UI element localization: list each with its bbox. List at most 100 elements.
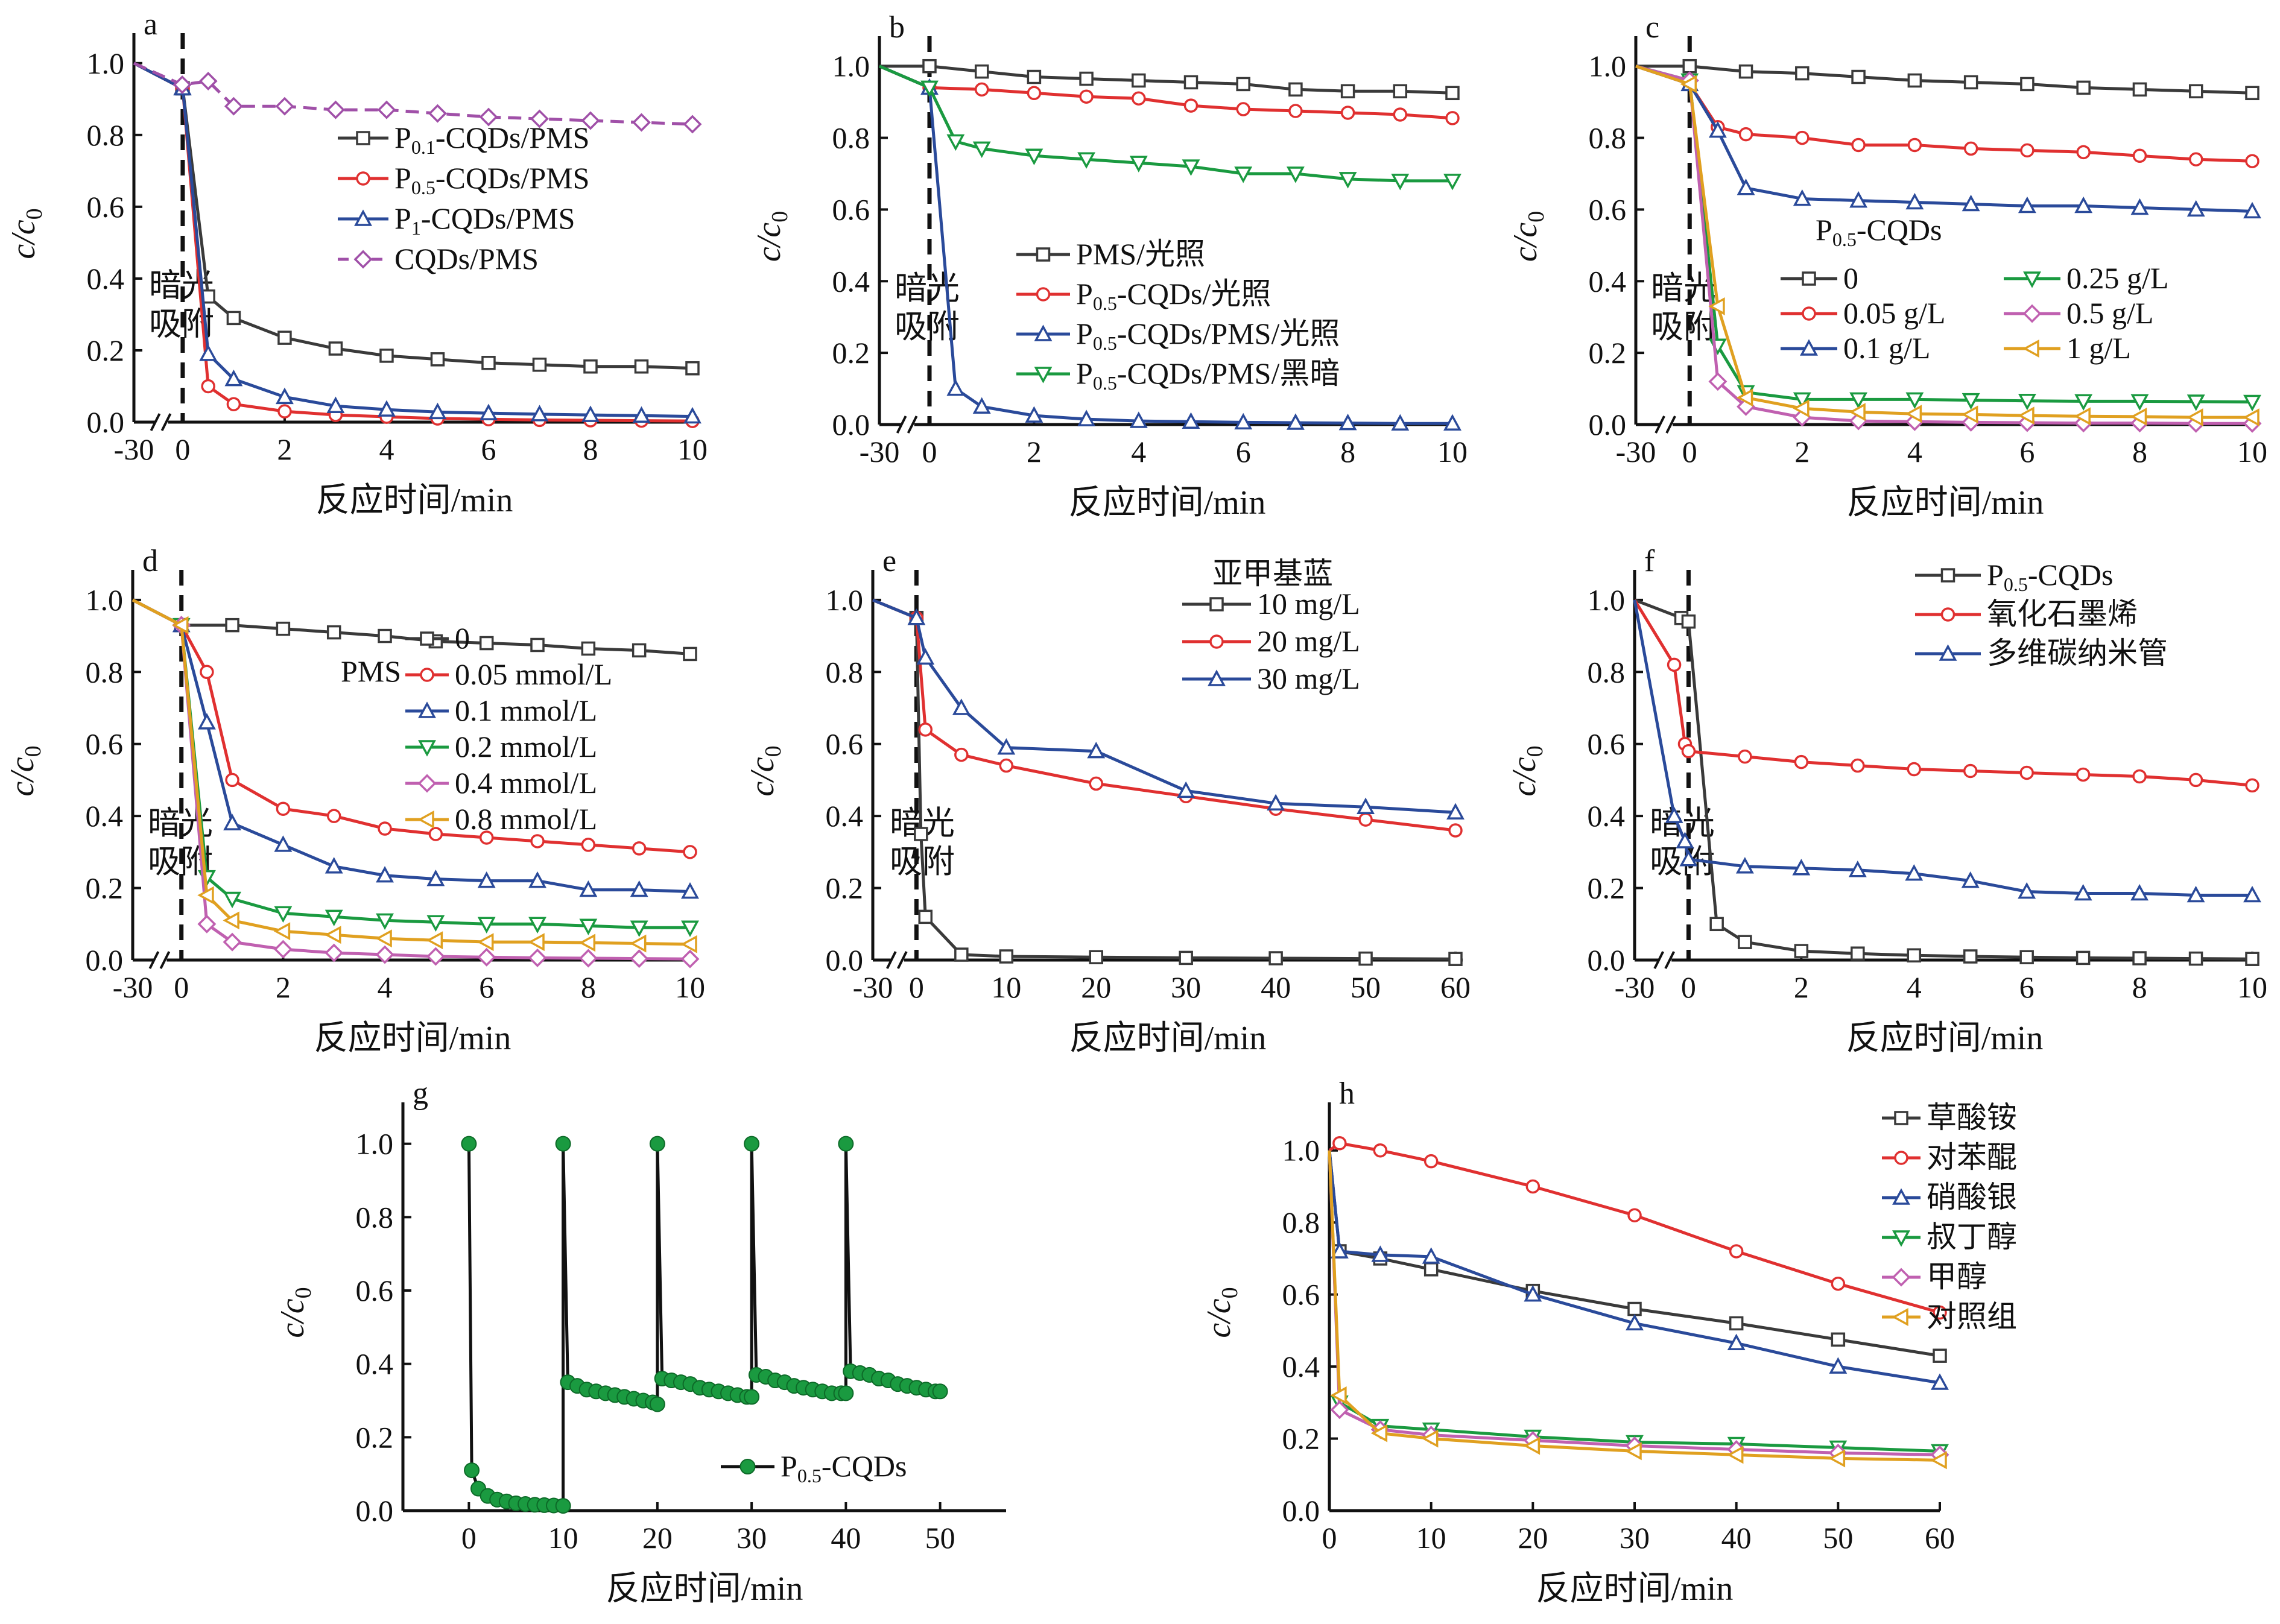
data-point [1027,69,1042,84]
axis-break-mark [1655,415,1665,434]
data-point [528,871,546,888]
series-line [1635,65,2252,425]
y-tick-label: 0.8 [1588,655,1626,689]
data-point [426,915,445,932]
axis-break-mark [150,413,161,431]
legend-label: P0.5-CQDs/光照 [1076,277,1271,314]
data-point [1422,1247,1440,1264]
y-tick-label: 0.8 [1282,1205,1320,1239]
data-point [2076,950,2091,965]
x-tick-label: 8 [583,432,598,466]
data-point [197,886,214,905]
legend-swatch-marker [420,668,434,682]
legend-title: PMS [341,654,401,688]
data-point [1340,84,1355,99]
x-tick-label: 20 [1081,970,1111,1004]
data-point [1330,1242,1349,1259]
y-tick-label: 0.0 [1589,408,1627,441]
panel-letter: h [1339,1076,1355,1111]
data-point [681,920,699,937]
x-tick-label: 10 [677,432,708,466]
chart-panel-e: 0.0 0.2 0.4 0.6 0.8 1.0 -30 0 10 20 30 40 50 60 反应时间/m… [744,544,1471,1057]
data-point [1523,1436,1541,1455]
data-point [2018,882,2036,899]
data-point [326,396,345,413]
data-point [1727,1333,1746,1351]
data-point [1443,174,1461,191]
y-tick-label: 1.0 [832,49,870,83]
legend-swatch-marker [1892,1308,1908,1326]
series-0 [131,598,697,662]
legend-swatch-marker [739,1459,756,1474]
data-point [1709,917,1724,932]
data-point [918,909,933,924]
data-point [326,625,341,640]
data-point [1288,104,1303,118]
legend-item: 0.2 mmol/L [405,730,597,763]
x-tick-label: -30 [113,970,153,1004]
data-point [1680,75,1697,93]
data-point [1286,166,1305,183]
data-point [1708,372,1727,391]
legend-label: P0.1-CQDs/PMS [394,121,589,158]
data-point [1338,413,1357,431]
legend-item: 0.05 mmol/L [405,657,612,691]
y-tick-label: 0.4 [1282,1350,1320,1383]
y-tick-label: 0.0 [356,1494,394,1528]
data-point [273,940,293,959]
series-2 [1328,1150,1949,1390]
legend-title: P0.5-CQDs [1816,213,1942,250]
legend-swatch-marker [1894,1151,1908,1165]
data-point [579,880,598,897]
y-tick-label: 0.4 [1589,264,1627,298]
series-line [1634,598,2253,961]
legend-item: 30 mg/L [1182,662,1360,695]
data-point [1930,1451,1947,1470]
data-point [224,96,243,116]
y-tick-label: 0.6 [1588,727,1626,761]
y-tick-label: 0.6 [86,727,124,761]
y-tick-label: 0.8 [1589,121,1627,155]
x-tick-label: 0 [1322,1521,1337,1555]
chart-panel-g: 0.0 0.2 0.4 0.6 0.8 1.0 0 10 20 30 40 50 反应时间/min c/c… [274,1076,1006,1608]
legend-item: 20 mg/L [1182,624,1360,658]
x-tick-label: 10 [2237,970,2267,1004]
y-tick-label: 0.0 [1282,1494,1320,1528]
data-point [274,906,293,923]
data-point [1448,952,1463,966]
data-point [1177,781,1195,798]
data-point [428,402,447,420]
data-point [1627,1208,1642,1222]
x-tick-label: 4 [1131,435,1146,469]
data-point [1792,859,1811,876]
data-point [683,406,701,424]
data-point [578,949,598,968]
x-tick-label: 2 [1794,970,1809,1004]
panel-letter: f [1644,544,1655,578]
axis-break-mark [160,413,172,431]
axis-break-mark [897,951,908,969]
data-point [1905,192,1924,210]
y-tick-label: 0.8 [832,121,870,155]
legend-swatch-marker [353,250,373,269]
data-point [1370,1424,1388,1442]
data-point [1963,763,1978,779]
data-point [1446,803,1465,820]
legend-label: PMS/光照 [1076,237,1205,271]
data-point [2074,196,2093,213]
x-tick-label: 50 [1351,970,1381,1004]
legend-swatch-marker [1034,324,1053,341]
data-point [1681,614,1696,629]
data-point [579,918,598,935]
series-line [1635,65,2253,404]
legend-item: 1 g/L [2004,331,2131,365]
y-axis-title: c/c0 [1506,745,1548,796]
data-point [997,738,1016,755]
data-point [1962,194,1980,212]
data-point [2130,198,2149,215]
series-line [872,598,1456,961]
data-point [1423,1154,1439,1169]
data-point [1727,1445,1744,1464]
data-point [1907,948,1922,962]
